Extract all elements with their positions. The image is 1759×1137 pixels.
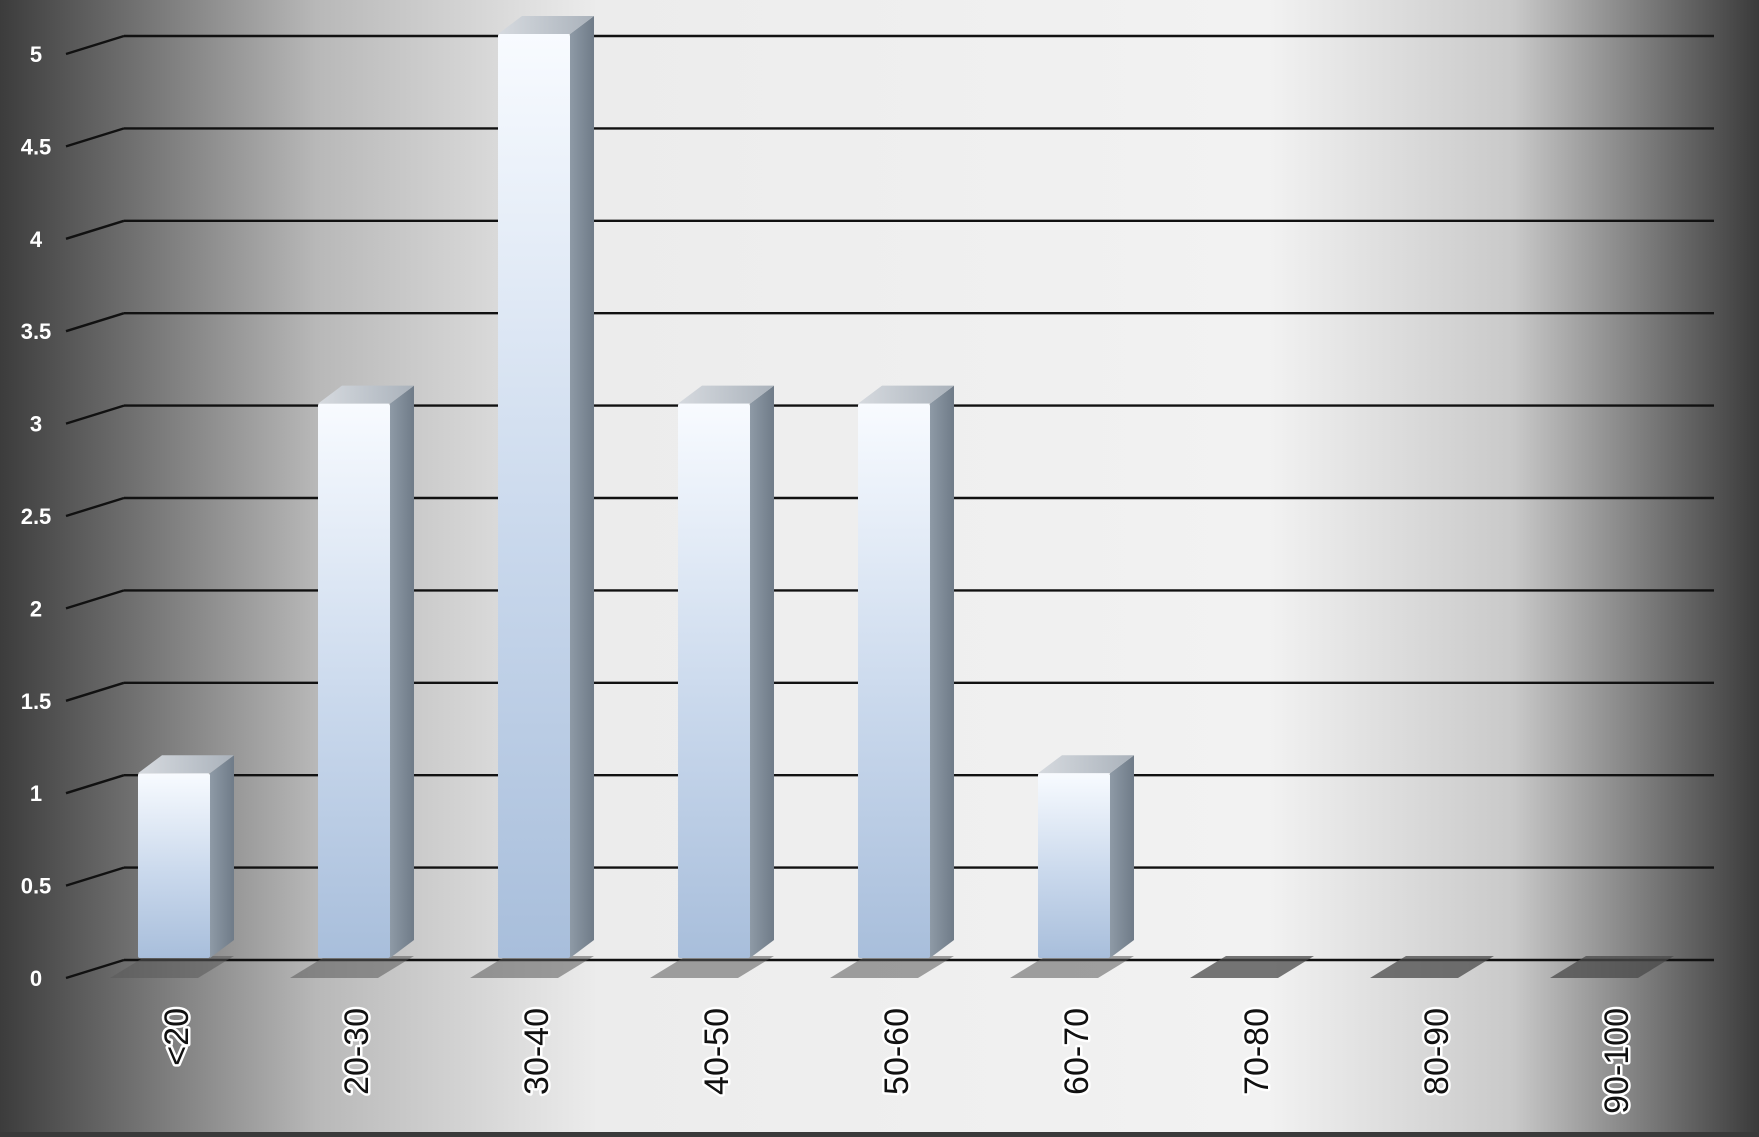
bar [1038, 755, 1134, 958]
y-tick-label: 1 [30, 781, 42, 806]
gridline-diagonal [65, 681, 125, 702]
y-tick-label: 3.5 [21, 319, 52, 344]
bar-front-face [1038, 773, 1110, 958]
bar-front-face [678, 403, 750, 959]
bar-top-face [858, 385, 954, 404]
bar-floor-shadow [290, 956, 414, 978]
bar-floor-shadow [830, 956, 954, 978]
y-tick-label: 0 [30, 966, 42, 991]
bar [498, 16, 594, 958]
bar-side-face [570, 16, 594, 958]
gridline-diagonal [65, 127, 125, 148]
bar [318, 385, 414, 959]
x-tick-label: <20 [158, 1008, 196, 1066]
y-tick-label: 5 [30, 42, 42, 67]
bar-floor-shadow [1190, 956, 1314, 978]
bar-floor-shadow [470, 956, 594, 978]
bar-front-face [318, 403, 390, 959]
y-tick-label: 4 [30, 227, 43, 252]
bar-side-face [210, 755, 234, 958]
bar-shadows [110, 956, 1674, 978]
bar [678, 385, 774, 959]
x-tick-label: 20-30 [338, 1008, 376, 1095]
bar-floor-shadow [110, 956, 234, 978]
y-tick-label: 2 [30, 596, 42, 621]
x-axis-tick-labels: <20 20-30 30-40 40-50 50-60 60-70 70-80 80-90 90… [156, 1006, 1639, 1117]
y-tick-label: 3 [30, 412, 42, 437]
y-tick-label: 1.5 [21, 689, 52, 714]
bars [138, 16, 1134, 959]
bar-top-face [318, 385, 414, 404]
x-tick-label: 90-100 [1598, 1008, 1636, 1114]
gridline-diagonal [65, 866, 125, 887]
bar-top-face [138, 755, 234, 774]
gridline-diagonal [65, 958, 125, 980]
gridline-diagonal [65, 774, 125, 795]
y-tick-label: 4.5 [21, 134, 52, 159]
bar-side-face [930, 385, 954, 959]
bar-top-face [1038, 755, 1134, 774]
bar-floor-shadow [1550, 956, 1674, 978]
bar-floor-shadow [650, 956, 774, 978]
gridline-diagonal [65, 589, 125, 610]
y-axis-tick-labels: 0 0.5 1 1.5 2 2.5 3 3.5 4 4.5 5 [21, 42, 52, 991]
y-tick-label: 2.5 [21, 504, 52, 529]
gridline-diagonal [65, 404, 125, 425]
x-tick-label: 40-50 [698, 1008, 736, 1095]
bar-side-face [750, 385, 774, 959]
bar-floor-shadow [1010, 956, 1134, 978]
bar-side-face [1110, 755, 1134, 958]
bar [858, 385, 954, 959]
bar-top-face [678, 385, 774, 404]
bar-side-face [390, 385, 414, 959]
bar-floor-shadow [1370, 956, 1494, 978]
x-tick-label: 50-60 [878, 1008, 916, 1095]
gridline-diagonal [65, 34, 125, 56]
bar-top-face [498, 16, 594, 34]
bar [138, 755, 234, 958]
x-tick-label: 30-40 [518, 1008, 556, 1095]
x-tick-label: 70-80 [1238, 1008, 1276, 1095]
bar-front-face [138, 773, 210, 958]
gridline-diagonal [65, 219, 125, 240]
bar-front-face [858, 403, 930, 959]
x-tick-label: 80-90 [1418, 1008, 1456, 1095]
bar-front-face [498, 34, 570, 958]
y-tick-label: 0.5 [21, 874, 52, 899]
x-tick-label: 60-70 [1058, 1008, 1096, 1095]
gridline-diagonal [65, 312, 125, 333]
gridline-diagonal [65, 496, 125, 518]
